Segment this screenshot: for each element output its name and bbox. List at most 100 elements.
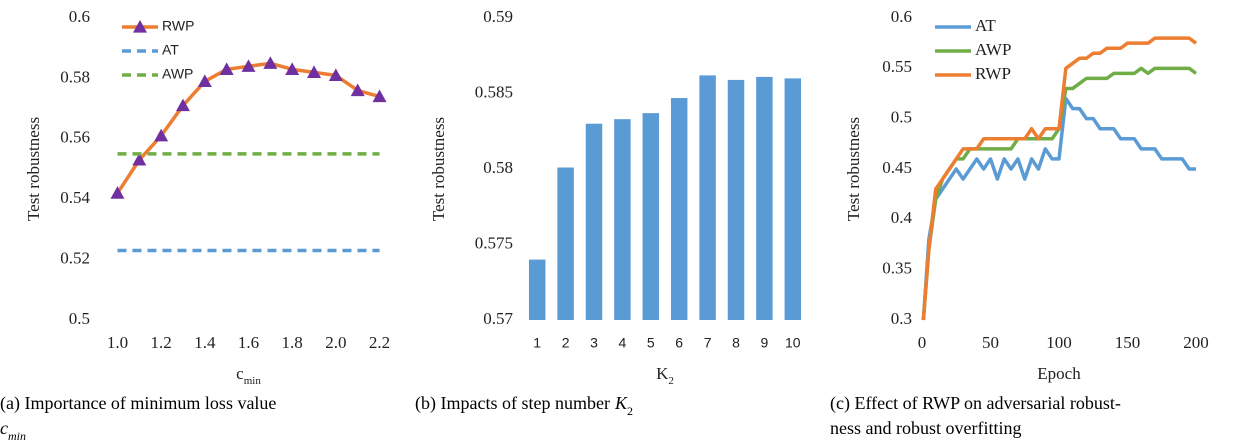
y-axis-label: Test robustness <box>844 117 863 221</box>
caption: (b) Impacts of step number K2 <box>415 393 633 418</box>
marker <box>307 65 322 78</box>
legend-marker <box>133 20 147 33</box>
y-tick-label: 0.5 <box>891 108 912 127</box>
x-tick-label: 150 <box>1115 333 1141 352</box>
line <box>921 36 1198 321</box>
x-tick-label: 200 <box>1183 333 1209 352</box>
marker <box>350 83 365 97</box>
caption: (c) Effect of RWP on adversarial robust- <box>830 393 1121 414</box>
y-axis-label: Test robustness <box>429 117 448 221</box>
x-tick-label: 1 <box>533 335 541 351</box>
caption-math-sub: 2 <box>627 404 633 418</box>
x-tick-label: 1.0 <box>107 333 128 352</box>
caption: cmin <box>0 418 26 443</box>
x-axis-label-main: c <box>236 364 244 383</box>
marker <box>219 62 234 75</box>
x-axis-label-sub: 2 <box>668 375 674 387</box>
y-tick-label: 0.35 <box>882 259 912 278</box>
x-tick-label: 1.8 <box>282 333 303 352</box>
legend-label: AWP <box>162 66 193 82</box>
marker <box>110 186 125 199</box>
y-tick-label: 0.56 <box>60 128 90 147</box>
y-tick-label: 0.45 <box>882 158 912 177</box>
marker <box>241 59 256 72</box>
legend-label: RWP <box>975 64 1011 83</box>
x-axis-label: cmin <box>236 364 261 387</box>
bar <box>557 167 574 320</box>
x-tick-label: 5 <box>647 335 655 351</box>
x-axis-label-sub: min <box>244 375 262 387</box>
x-tick-label: 4 <box>619 335 627 351</box>
x-tick-label: 7 <box>704 335 712 351</box>
y-tick-label: 0.585 <box>475 82 513 101</box>
bar <box>727 79 745 320</box>
marker <box>132 152 147 166</box>
x-tick-label: 2.2 <box>369 333 390 352</box>
caption-math-sub: min <box>8 429 26 443</box>
bar <box>784 78 802 321</box>
bar <box>699 75 716 320</box>
y-tick-label: 0.5 <box>69 309 90 328</box>
y-axis-label: Test robustness <box>24 117 43 221</box>
x-axis-label: K2 <box>656 364 674 387</box>
x-tick-label: 1.2 <box>151 333 172 352</box>
y-tick-label: 0.3 <box>891 309 912 328</box>
line <box>921 66 1198 321</box>
marker <box>372 89 387 103</box>
y-tick-label: 0.52 <box>60 249 90 268</box>
marker <box>263 56 278 69</box>
legend-label: AWP <box>975 40 1011 59</box>
panel: 0.3 0.35 0.4 0.45 0.5 0.55 0.6 Test robustness E… <box>830 7 1209 438</box>
legend-label: AT <box>975 16 996 35</box>
bar <box>642 113 660 320</box>
y-tick-label: 0.4 <box>891 208 913 227</box>
marker <box>197 74 212 88</box>
marker <box>175 98 190 112</box>
bar <box>614 119 631 320</box>
x-tick-label: 1.6 <box>238 333 259 352</box>
caption-text: ness and robust overfitting <box>830 418 1021 438</box>
bar <box>585 123 603 320</box>
x-tick-label: 2 <box>562 335 570 351</box>
caption-text: (c) Effect of RWP on adversarial robust- <box>830 393 1121 414</box>
x-tick-label: 1.4 <box>194 333 216 352</box>
x-tick-label: 8 <box>732 335 740 351</box>
y-tick-label: 0.57 <box>483 309 513 328</box>
legend-label: RWP <box>162 18 194 34</box>
y-tick-label: 0.6 <box>69 7 90 26</box>
bar <box>528 259 546 320</box>
marker <box>328 68 343 81</box>
marker <box>285 62 300 75</box>
y-tick-label: 0.6 <box>891 7 912 26</box>
x-tick-label: 0 <box>918 333 927 352</box>
x-tick-label: 3 <box>590 335 598 351</box>
x-tick-label: 50 <box>982 333 999 352</box>
bar <box>756 76 773 320</box>
x-tick-label: 100 <box>1046 333 1072 352</box>
caption-math: K <box>614 393 628 413</box>
caption-text: (b) Impacts of step number <box>415 393 610 414</box>
marker <box>154 128 169 142</box>
x-tick-label: 9 <box>761 335 769 351</box>
caption-math: c <box>0 418 8 438</box>
x-tick-label: 10 <box>785 335 801 351</box>
bar <box>670 98 688 320</box>
x-axis-label-main: K <box>656 364 669 383</box>
x-axis-label: Epoch <box>1037 364 1081 383</box>
x-tick-label: 2.0 <box>325 333 346 352</box>
legend-label: AT <box>162 42 179 58</box>
y-tick-label: 0.575 <box>475 233 513 252</box>
x-axis-label-main: Epoch <box>1037 364 1081 383</box>
y-tick-label: 0.58 <box>483 158 513 177</box>
y-tick-label: 0.59 <box>483 7 513 26</box>
caption-text: (a) Importance of minimum loss value <box>0 393 276 414</box>
y-tick-label: 0.54 <box>60 188 90 207</box>
y-tick-label: 0.58 <box>60 67 90 86</box>
y-tick-label: 0.55 <box>882 57 912 76</box>
caption: (a) Importance of minimum loss value <box>0 393 276 414</box>
line <box>116 61 380 195</box>
